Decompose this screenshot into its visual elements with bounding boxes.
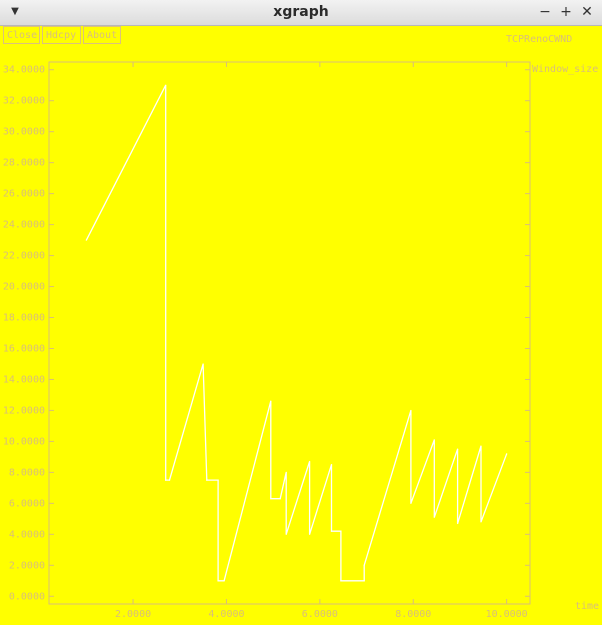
data-point xyxy=(270,400,272,402)
chart-title: TCPRenoCWND xyxy=(506,34,573,45)
title-bar: ▼ xgraph − + ✕ xyxy=(0,0,602,26)
data-point xyxy=(363,580,365,582)
y-tick-label: 26.0000 xyxy=(3,189,45,200)
x-tick-label: 4.0000 xyxy=(208,609,244,620)
data-point xyxy=(363,564,365,566)
x-tick-label: 8.0000 xyxy=(395,609,431,620)
window-menu-icon[interactable]: ▼ xyxy=(11,6,19,17)
data-point xyxy=(202,363,204,365)
data-point xyxy=(410,409,412,412)
data-point xyxy=(217,580,219,582)
hdcpy-button[interactable]: Hdcpy xyxy=(42,26,81,44)
y-tick-label: 8.0000 xyxy=(9,467,45,478)
about-button[interactable]: About xyxy=(83,26,121,44)
x-tick-label: 10.0000 xyxy=(486,609,528,620)
data-point xyxy=(457,522,459,525)
data-point xyxy=(308,533,311,535)
close-window-icon[interactable]: ✕ xyxy=(581,4,593,20)
y-tick-label: 20.0000 xyxy=(3,282,45,293)
data-point xyxy=(270,498,272,500)
close-button[interactable]: Close xyxy=(3,26,40,44)
data-point xyxy=(285,533,287,535)
data-point xyxy=(433,439,435,441)
data-point xyxy=(217,479,219,481)
data-point xyxy=(330,530,333,532)
y-tick-label: 4.0000 xyxy=(9,529,45,540)
y-tick-label: 34.0000 xyxy=(3,65,45,76)
y-tick-label: 22.0000 xyxy=(3,251,45,262)
data-point xyxy=(85,239,87,241)
data-point xyxy=(165,84,167,86)
window-title: xgraph xyxy=(273,4,329,20)
y-tick-label: 32.0000 xyxy=(3,96,45,107)
y-tick-label: 2.0000 xyxy=(9,560,45,571)
y-tick-label: 6.0000 xyxy=(9,498,45,509)
y-tick-label: 30.0000 xyxy=(3,127,45,138)
plot-frame xyxy=(48,61,531,605)
y-tick-label: 0.0000 xyxy=(9,591,45,602)
y-axis-label: Window_size xyxy=(532,64,599,75)
x-axis-label: time xyxy=(575,601,600,612)
y-tick-label: 10.0000 xyxy=(3,436,45,447)
y-tick-label: 24.0000 xyxy=(3,220,45,231)
minimize-icon[interactable]: − xyxy=(539,4,551,20)
data-point xyxy=(340,530,342,532)
data-point xyxy=(340,580,342,582)
data-point xyxy=(285,471,287,473)
x-tick-label: 2.0000 xyxy=(115,609,151,620)
data-point xyxy=(480,521,482,523)
maximize-icon[interactable]: + xyxy=(560,4,572,20)
data-point xyxy=(410,502,412,504)
y-tick-label: 28.0000 xyxy=(3,158,45,169)
data-point xyxy=(480,445,482,447)
data-point xyxy=(330,464,333,466)
data-point xyxy=(168,479,171,481)
data-point xyxy=(223,580,225,582)
y-tick-label: 12.0000 xyxy=(3,405,45,416)
data-point xyxy=(506,453,508,455)
y-tick-label: 18.0000 xyxy=(3,313,45,324)
data-point xyxy=(433,516,435,518)
x-tick-label: 6.0000 xyxy=(302,609,338,620)
data-point xyxy=(308,460,311,463)
series-line xyxy=(85,84,508,582)
y-tick-label: 16.0000 xyxy=(3,343,45,354)
data-point xyxy=(206,479,208,481)
y-tick-label: 14.0000 xyxy=(3,374,45,385)
data-point xyxy=(279,498,281,500)
data-point xyxy=(457,448,459,450)
data-point xyxy=(165,479,167,481)
